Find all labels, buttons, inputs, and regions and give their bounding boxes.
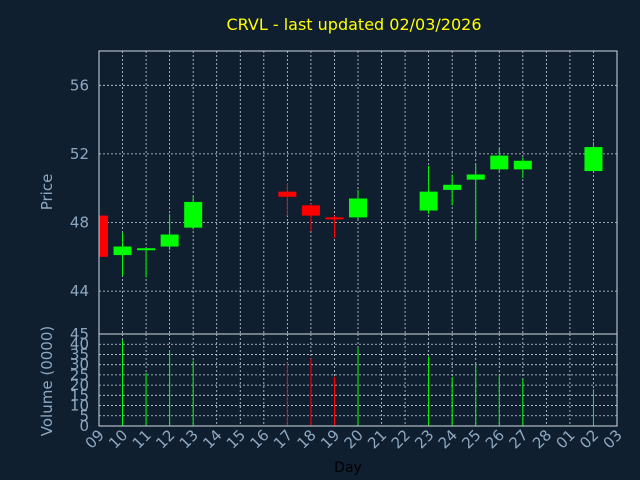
candle-body xyxy=(349,198,367,218)
volume-tick-label: 35 xyxy=(70,345,89,363)
candle-body xyxy=(278,191,297,197)
volume-tick-label: 10 xyxy=(70,397,89,415)
x-ticks: 0910111213141516171819202122232425262728… xyxy=(82,426,626,452)
price-tick-label: 44 xyxy=(70,282,89,300)
price-tick-label: 56 xyxy=(70,76,89,94)
volume-bars xyxy=(122,340,594,426)
price-tick-label: 48 xyxy=(70,214,89,232)
candle-body xyxy=(99,215,108,257)
candle-body xyxy=(325,217,344,220)
candle-body xyxy=(184,201,203,228)
x-axis-label: Day xyxy=(334,460,362,476)
volume-axis-label: Volume (0000) xyxy=(38,326,56,436)
volume-top-label: 45 xyxy=(70,325,89,343)
volume-tick-label: 30 xyxy=(70,356,89,374)
candle-body xyxy=(490,155,509,170)
candle-body xyxy=(137,248,156,251)
candle-body xyxy=(584,147,603,172)
candle-body xyxy=(301,205,320,216)
volume-tick-label: 15 xyxy=(70,386,89,404)
candle-body xyxy=(113,246,132,256)
volume-tick-label: 0 xyxy=(79,417,89,435)
volume-tick-label: 25 xyxy=(70,366,89,384)
price-tick-label: 52 xyxy=(70,145,89,163)
candle-body xyxy=(419,191,438,211)
candle-body xyxy=(443,184,462,190)
chart-title: CRVL - last updated 02/03/2026 xyxy=(227,15,482,34)
volume-panel-frame xyxy=(98,333,618,427)
price-y-ticks: 44 48 52 56 xyxy=(70,76,89,300)
candle-body xyxy=(160,234,179,247)
volume-tick-label: 5 xyxy=(79,407,89,425)
volume-tick-label: 20 xyxy=(70,376,89,394)
candle-body xyxy=(466,174,485,180)
candles xyxy=(98,141,603,278)
candle-body xyxy=(513,160,532,170)
volume-tick-label: 40 xyxy=(70,335,89,353)
price-axis-label: Price xyxy=(38,174,56,211)
